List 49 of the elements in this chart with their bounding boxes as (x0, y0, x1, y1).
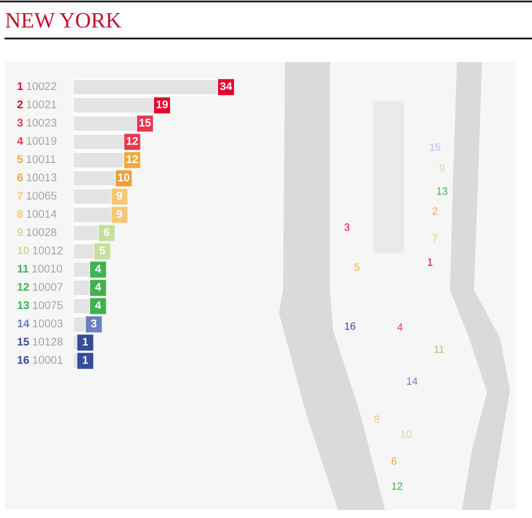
y-tick-label: 14 10003 (18, 319, 63, 328)
text: 3 (344, 223, 350, 231)
text: 2 (432, 207, 438, 215)
y-tick-label: 3 10023 (17, 118, 56, 127)
data-label: 19 (156, 100, 168, 108)
y-tick-label: 11 10010 (18, 264, 62, 273)
text: 4 (397, 324, 403, 331)
y-tick-label: 7 10065 (17, 192, 56, 200)
text: 16 (345, 322, 356, 330)
y-tick-label: 10 10012 (18, 246, 62, 254)
y-tick-label: 12 10007 (18, 282, 62, 291)
y-tick-label: 9 10028 (17, 228, 56, 236)
y-tick-label: 2 10021 (17, 100, 56, 108)
text: 15 (430, 144, 440, 151)
text: 6 (392, 457, 396, 465)
data-label: 15 (139, 118, 151, 127)
y-tick-label: 16 10001 (18, 356, 62, 364)
text: 13 (437, 187, 448, 195)
data-label: 12 (126, 136, 138, 145)
y-tick-label: 15 10128 (18, 338, 63, 346)
text: 8 (374, 415, 380, 423)
chart-title: NEW YORK (6, 12, 122, 28)
data-label: 5 (100, 246, 106, 254)
data-label: 10 (118, 173, 130, 182)
data-label: 12 (126, 155, 138, 163)
data-label: 9 (116, 192, 122, 200)
data-label: 4 (95, 283, 102, 291)
y-tick-label: 8 10014 (17, 210, 57, 218)
text: 11 (434, 346, 444, 353)
y-tick-label: 4 10019 (17, 136, 56, 145)
data-label: 9 (116, 210, 122, 218)
data-label: 6 (104, 228, 110, 236)
data-label: 1 (82, 338, 88, 346)
text: 1 (428, 258, 432, 266)
text: 14 (407, 378, 418, 385)
data-label: 4 (95, 264, 102, 272)
data-label: 34 (220, 82, 232, 90)
y-tick-label: 1 10022 (18, 82, 56, 90)
text: 5 (354, 264, 360, 271)
text: 12 (392, 482, 402, 490)
y-tick-label: 5 10011 (17, 155, 56, 164)
data-label: 3 (90, 319, 96, 328)
y-tick-label: 6 10013 (17, 173, 56, 182)
y-tick-label: 13 10075 (18, 301, 63, 310)
text: 9 (440, 164, 444, 172)
text: 7 (432, 234, 438, 242)
data-label: 1 (82, 356, 88, 364)
data-label: 4 (95, 301, 102, 309)
text: 10 (401, 430, 412, 438)
